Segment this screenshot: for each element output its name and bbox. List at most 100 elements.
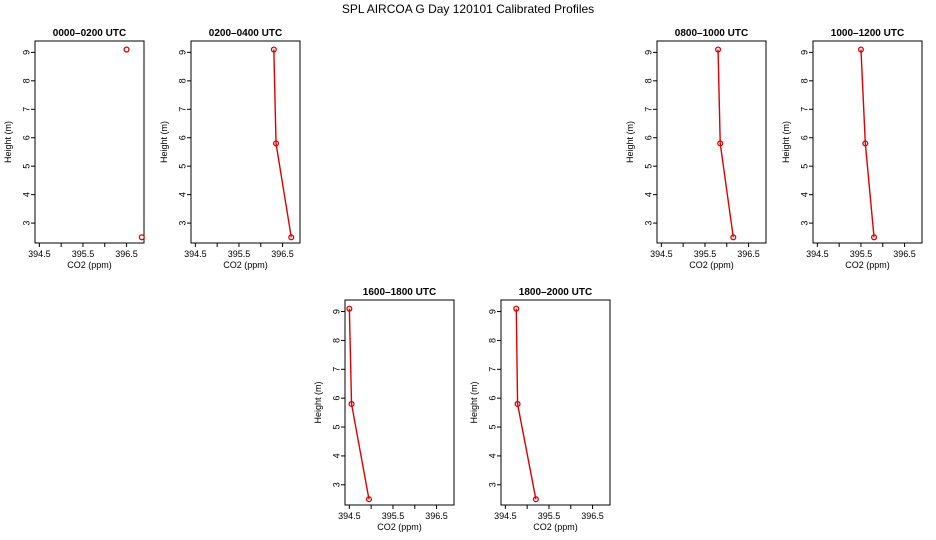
y-axis-label: Height (m) <box>469 381 479 423</box>
x-tick-label: 396.5 <box>893 249 916 259</box>
y-tick-label: 4 <box>331 453 341 458</box>
profile-line <box>348 308 370 500</box>
x-tick-label: 394.5 <box>184 249 207 259</box>
y-tick-label: 8 <box>21 78 31 83</box>
y-axis-label: Height (m) <box>313 381 323 423</box>
y-axis-label: Height (m) <box>159 121 169 163</box>
data-point <box>270 46 277 53</box>
panel-title: 1000–1200 UTC <box>831 28 904 39</box>
data-point <box>272 140 280 147</box>
y-tick-label: 3 <box>177 221 187 226</box>
x-tick-label: 394.5 <box>650 249 673 259</box>
panel-title: 1800–2000 UTC <box>519 287 592 298</box>
y-tick-label: 7 <box>177 107 187 112</box>
profile-line <box>273 49 292 238</box>
x-tick-label: 395.5 <box>538 511 561 521</box>
y-tick-label: 5 <box>487 425 497 430</box>
y-tick-label: 5 <box>643 164 653 169</box>
y-tick-label: 7 <box>799 107 809 112</box>
profile-line <box>515 308 537 500</box>
y-tick-label: 4 <box>21 192 31 197</box>
data-point <box>717 140 724 147</box>
panel-frame <box>500 299 611 506</box>
x-tick-label: 394.5 <box>338 511 361 521</box>
panel-frame <box>34 40 145 244</box>
x-tick-label: 396.5 <box>425 511 448 521</box>
panel-6: 1800–2000 UTC 394.5 395.5 396.5 3 4 5 6 7 8 9 CO2 (… <box>469 287 611 532</box>
x-tick-label: 396.5 <box>271 249 294 259</box>
panel-frame <box>812 40 923 244</box>
y-tick-label: 9 <box>177 50 187 55</box>
y-axis-label: Height (m) <box>625 121 635 163</box>
data-point <box>730 234 737 241</box>
y-tick-label: 8 <box>177 78 187 83</box>
x-tick-label: 395.5 <box>72 249 95 259</box>
y-tick-label: 6 <box>643 135 653 140</box>
panel-title: 0200–0400 UTC <box>209 28 282 39</box>
data-point <box>532 496 539 503</box>
y-tick-label: 4 <box>799 192 809 197</box>
x-tick-label: 394.5 <box>494 511 517 521</box>
figure-title: SPL AIRCOA G Day 120101 Calibrated Profi… <box>342 2 594 16</box>
x-axis-label: CO2 (ppm) <box>845 260 890 270</box>
x-axis-label: CO2 (ppm) <box>689 260 734 270</box>
y-tick-label: 7 <box>487 367 497 372</box>
y-tick-label: 8 <box>331 338 341 343</box>
y-tick-label: 3 <box>331 482 341 487</box>
y-tick-label: 9 <box>643 50 653 55</box>
y-tick-label: 9 <box>799 50 809 55</box>
y-tick-label: 6 <box>331 396 341 401</box>
x-axis-label: CO2 (ppm) <box>223 260 268 270</box>
data-point <box>870 234 878 241</box>
panel-title: 0000–0200 UTC <box>53 28 126 39</box>
panel-2: 0200–0400 UTC 394.5 395.5 396.5 3 4 5 6 7 8 9 CO2 (… <box>159 28 301 270</box>
panels: 0000–0200 UTC 394.5 395.5 396.5 3 4 5 6 7 8 9 CO2 (… <box>3 28 923 532</box>
y-tick-label: 5 <box>177 164 187 169</box>
y-tick-label: 6 <box>487 396 497 401</box>
panel-frame <box>656 40 767 244</box>
y-tick-label: 5 <box>21 164 31 169</box>
panel-4: 1000–1200 UTC 394.5 395.5 396.5 3 4 5 6 7 8 9 CO2 (… <box>781 28 923 270</box>
panel-title: 0800–1000 UTC <box>675 28 748 39</box>
y-tick-label: 3 <box>643 221 653 226</box>
x-axis-label: CO2 (ppm) <box>533 522 578 532</box>
data-point <box>348 400 355 407</box>
y-axis-label: Height (m) <box>781 121 791 163</box>
y-tick-label: 3 <box>21 221 31 226</box>
y-tick-label: 5 <box>331 425 341 430</box>
y-axis-label: Height (m) <box>3 121 13 163</box>
y-tick-label: 4 <box>487 453 497 458</box>
x-tick-label: 395.5 <box>850 249 873 259</box>
data-point <box>346 305 353 312</box>
y-tick-label: 8 <box>799 78 809 83</box>
y-tick-label: 3 <box>487 482 497 487</box>
x-tick-label: 395.5 <box>228 249 251 259</box>
y-tick-label: 8 <box>487 338 497 343</box>
y-tick-label: 7 <box>643 107 653 112</box>
y-tick-label: 9 <box>331 309 341 314</box>
panel-title: 1600–1800 UTC <box>363 287 436 298</box>
y-tick-label: 6 <box>799 135 809 140</box>
data-point <box>714 46 722 53</box>
data-point <box>862 140 869 147</box>
x-tick-label: 395.5 <box>382 511 405 521</box>
data-point <box>857 46 865 53</box>
y-tick-label: 9 <box>21 50 31 55</box>
data-point <box>123 46 130 53</box>
x-tick-label: 394.5 <box>28 249 51 259</box>
y-tick-label: 3 <box>799 221 809 226</box>
panel-frame <box>344 299 455 506</box>
y-tick-label: 4 <box>177 192 187 197</box>
profile-line <box>860 49 875 238</box>
y-tick-label: 6 <box>177 135 187 140</box>
y-tick-label: 7 <box>21 107 31 112</box>
y-tick-label: 5 <box>799 164 809 169</box>
x-tick-label: 395.5 <box>694 249 717 259</box>
x-tick-label: 394.5 <box>806 249 829 259</box>
y-tick-label: 6 <box>21 135 31 140</box>
x-axis-label: CO2 (ppm) <box>377 522 422 532</box>
y-tick-label: 4 <box>643 192 653 197</box>
x-tick-label: 396.5 <box>581 511 604 521</box>
x-tick-label: 396.5 <box>737 249 760 259</box>
x-axis-label: CO2 (ppm) <box>67 260 112 270</box>
